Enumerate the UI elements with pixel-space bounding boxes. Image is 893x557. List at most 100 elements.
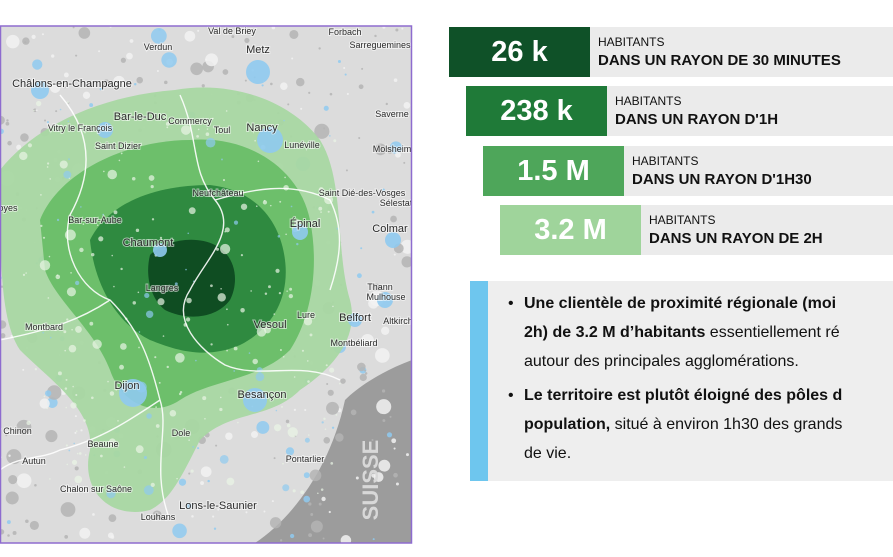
bullet-dot: •	[508, 387, 514, 404]
town-dot	[240, 254, 244, 257]
town-dot	[158, 381, 161, 384]
place-label: Sélestat	[380, 198, 413, 208]
town-dot	[120, 57, 126, 63]
town-dot	[237, 421, 239, 424]
town-dot	[301, 349, 305, 352]
town-dot	[127, 117, 129, 120]
town-dot	[285, 419, 290, 424]
town-dot	[86, 126, 89, 129]
town-dot	[125, 117, 128, 120]
town-dot	[42, 331, 45, 334]
town-dot	[219, 243, 231, 255]
town-dot	[185, 502, 192, 509]
town-dot	[35, 109, 38, 112]
town-dot	[120, 343, 127, 350]
town-dot	[389, 141, 403, 154]
town-dot	[317, 492, 319, 495]
town-dot	[148, 175, 155, 181]
town-dot	[188, 439, 190, 441]
place-label: Lunéville	[284, 140, 320, 150]
town-dot	[5, 430, 9, 435]
town-dot	[113, 210, 118, 215]
town-dot	[280, 82, 288, 90]
town-dot	[76, 452, 79, 455]
place-label: Sarreguemines	[349, 40, 411, 50]
town-dot	[309, 469, 322, 482]
town-dot	[135, 445, 144, 454]
town-dot	[378, 459, 391, 472]
town-dot	[39, 398, 50, 409]
town-dot	[80, 429, 83, 432]
switzerland	[255, 360, 411, 543]
town-dot	[129, 39, 134, 43]
town-dot	[59, 160, 68, 169]
town-dot	[300, 107, 303, 110]
town-dot	[219, 454, 229, 464]
bullet-text: 2h) de 3.2 M d’habitants	[524, 324, 706, 341]
town-dot	[254, 139, 256, 142]
town-dot	[98, 236, 104, 242]
town-dot	[19, 151, 28, 161]
town-dot	[220, 287, 222, 290]
place-label: Épinal	[290, 217, 321, 230]
town-dot	[201, 84, 205, 88]
place-label: Toul	[214, 125, 231, 135]
town-dot	[304, 408, 307, 412]
place-label: Verdun	[144, 42, 173, 52]
town-dot	[51, 54, 55, 58]
town-dot	[376, 399, 392, 415]
town-dot	[279, 539, 283, 542]
town-dot	[262, 200, 268, 205]
bullet-line: de vie.	[524, 445, 571, 463]
town-dot	[73, 442, 75, 445]
town-dot	[275, 409, 278, 412]
town-dot	[306, 360, 309, 362]
town-dot	[6, 119, 9, 122]
town-dot	[84, 131, 86, 134]
town-dot	[74, 431, 77, 434]
town-dot	[282, 355, 285, 358]
town-dot	[75, 394, 78, 397]
town-dot	[345, 169, 348, 172]
stat-label-bold: DANS UN RAYON D'1H	[615, 111, 779, 128]
place-label: Dole	[172, 428, 191, 438]
town-dot	[33, 328, 36, 331]
town-dot	[185, 268, 187, 271]
place-label: Commercy	[168, 116, 212, 126]
town-dot	[275, 268, 280, 273]
town-dot	[371, 438, 374, 441]
town-dot	[286, 423, 291, 428]
city-dot	[257, 127, 283, 153]
town-dot	[257, 160, 260, 163]
place-label: Chalon sur Saône	[60, 484, 132, 494]
place-label: Châlons-en-Champagne	[12, 78, 132, 90]
stat-label-bold: DANS UN RAYON D'1H30	[632, 171, 812, 188]
town-dot	[318, 47, 321, 50]
town-dot	[178, 478, 187, 486]
town-dot	[103, 79, 110, 87]
town-dot	[393, 472, 398, 478]
city-dot	[385, 232, 401, 248]
place-label: Louhans	[141, 512, 176, 522]
town-dot	[91, 252, 95, 257]
town-dot	[188, 207, 196, 215]
place-label: Besançon	[238, 389, 287, 401]
place-label: Autun	[22, 456, 46, 466]
place-label: Forbach	[328, 27, 361, 37]
town-dot	[115, 389, 118, 391]
town-dot	[397, 201, 400, 205]
town-dot	[196, 134, 199, 138]
town-dot	[324, 428, 327, 430]
town-dot	[6, 520, 11, 525]
place-label: Langres	[146, 283, 179, 293]
stat-label: HABITANTS	[598, 35, 665, 49]
town-dot	[46, 397, 58, 408]
stat-label-box: HABITANTS DANS UN RAYON DE 2H	[641, 205, 893, 255]
town-dot	[119, 364, 124, 370]
place-label: Colmar	[372, 223, 408, 235]
town-dot	[45, 430, 58, 443]
town-dot	[64, 535, 69, 539]
town-dot	[106, 488, 116, 499]
town-dot	[175, 352, 185, 363]
place-label: Belfort	[339, 312, 371, 324]
